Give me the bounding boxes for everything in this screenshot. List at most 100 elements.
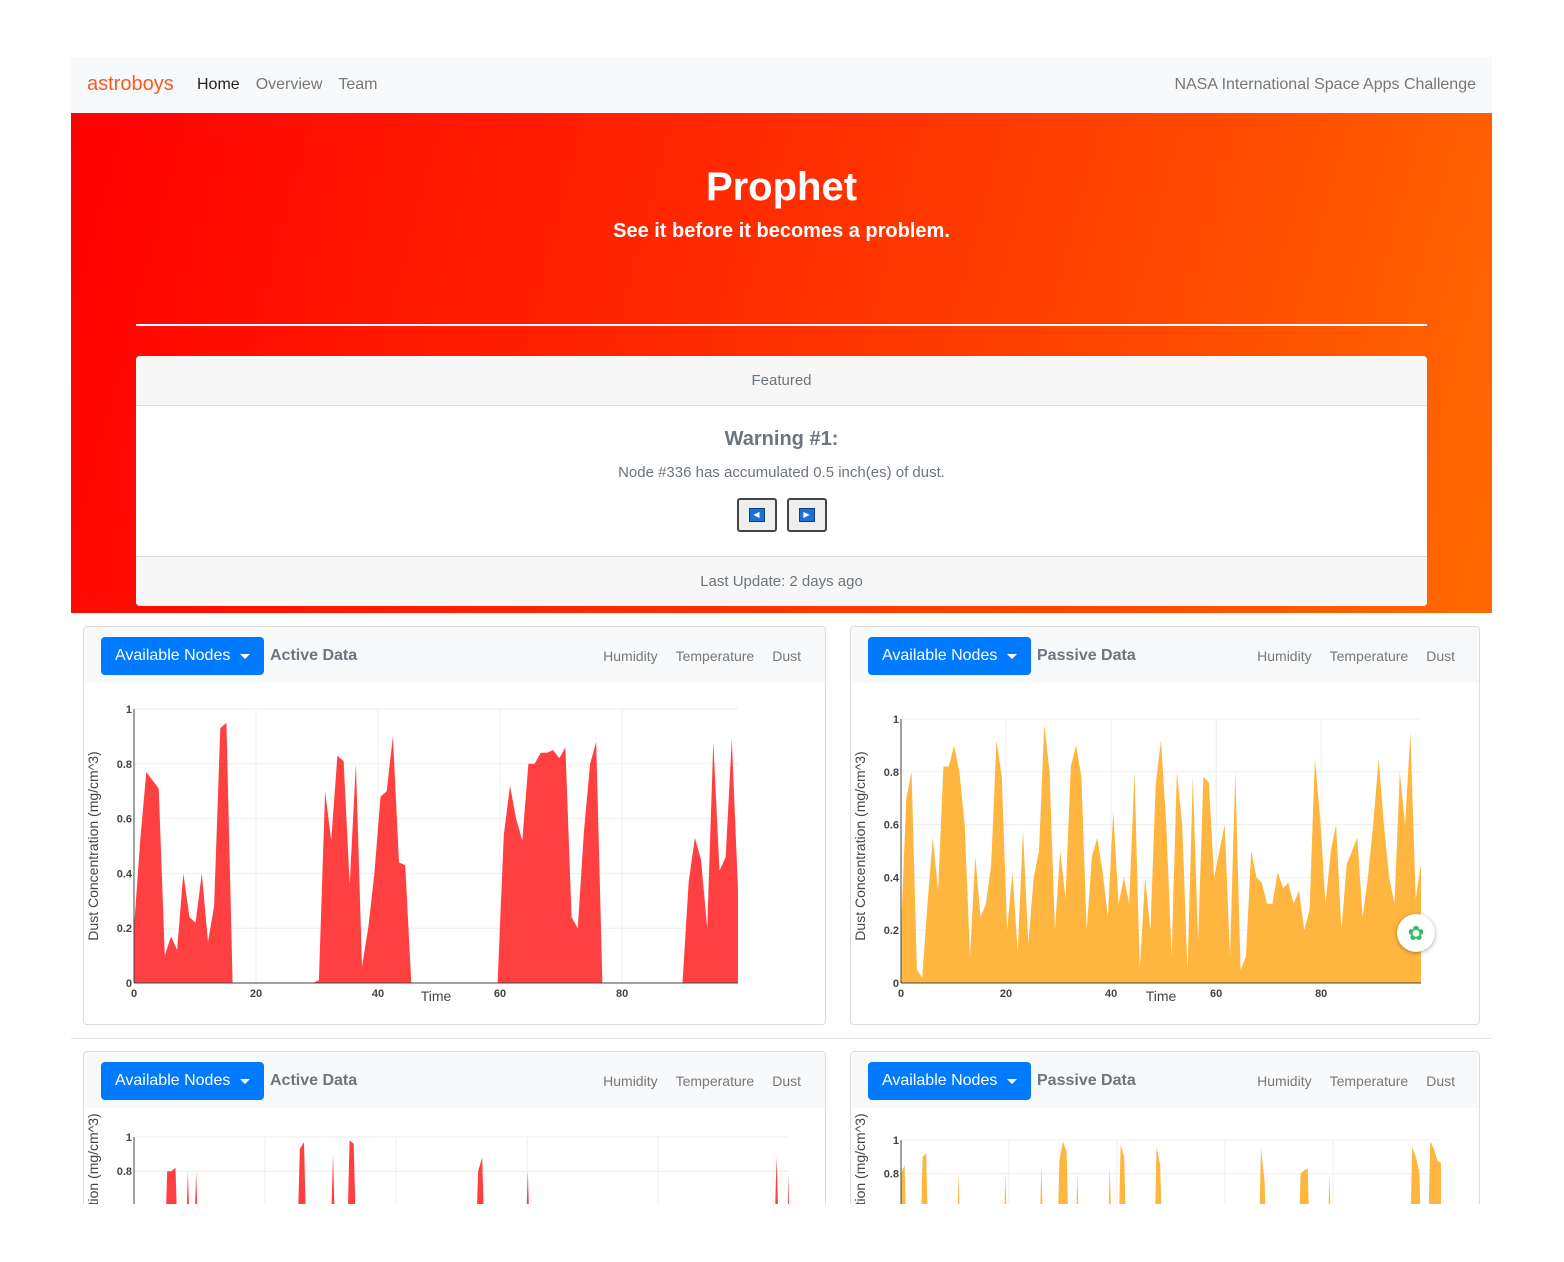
tab-humidity[interactable]: Humidity [1257, 1073, 1312, 1089]
y-axis-title: Dust Concentration (mg/cm^3) [85, 1113, 101, 1204]
x-tick-label: 20 [1000, 988, 1012, 1000]
x-tick-label: 40 [372, 988, 384, 1000]
y-tick-label: 0.2 [117, 923, 132, 935]
featured-card-body: Warning #1: Node #336 has accumulated 0.… [136, 406, 1427, 556]
y-tick-label: 0.8 [117, 1166, 132, 1178]
y-axis-title: Dust Concentration (mg/cm^3) [85, 751, 101, 940]
active-data-panel: Available Nodes Active Data Humidity Tem… [83, 1051, 826, 1204]
warning-text: Node #336 has accumulated 0.5 inch(es) o… [618, 464, 945, 481]
metric-tabs: Humidity Temperature Dust [603, 648, 801, 664]
available-nodes-dropdown[interactable]: Available Nodes [101, 1062, 265, 1100]
x-tick-label: 60 [494, 988, 506, 1000]
panel-title: Passive Data [1037, 1072, 1136, 1089]
available-nodes-label: Available Nodes [882, 1072, 998, 1089]
tab-humidity[interactable]: Humidity [603, 1073, 658, 1089]
metric-tabs: Humidity Temperature Dust [1257, 1073, 1455, 1089]
tab-temperature[interactable]: Temperature [675, 648, 755, 664]
y-tick-label: 0.6 [884, 820, 899, 832]
y-tick-label: 0.8 [117, 759, 132, 771]
tab-dust[interactable]: Dust [1426, 648, 1455, 664]
y-tick-label: 1 [126, 704, 132, 716]
caret-down-icon [240, 653, 251, 659]
featured-card-footer: Last Update: 2 days ago [136, 556, 1427, 606]
tab-humidity[interactable]: Humidity [603, 648, 658, 664]
x-tick-label: 80 [616, 988, 628, 1000]
available-nodes-label: Available Nodes [882, 647, 998, 664]
y-tick-label: 0.6 [117, 814, 132, 826]
page-title: Prophet [705, 165, 858, 209]
passive-dust-chart[interactable]: 0 0.2 0.4 0.6 0.8 1 0 20 40 60 80 Time Dust Concentr… [851, 683, 1479, 1023]
y-tick-label: 1 [126, 1132, 132, 1144]
previous-warning-button[interactable]: ◀ [736, 498, 777, 532]
tab-temperature[interactable]: Temperature [675, 1073, 755, 1089]
nav-link-overview[interactable]: Overview [255, 76, 323, 93]
nav-link-home[interactable]: Home [197, 76, 240, 93]
page-subtitle: See it before it becomes a problem. [613, 220, 950, 242]
featured-card-header: Featured [136, 356, 1427, 406]
series-area [901, 724, 1421, 983]
x-axis-title: Time [1146, 988, 1177, 1004]
caret-down-icon [240, 1078, 251, 1084]
x-tick-label: 20 [250, 988, 262, 1000]
series-area [901, 1141, 1441, 1204]
available-nodes-dropdown[interactable]: Available Nodes [868, 637, 1032, 675]
passive-dust-chart[interactable]: 0.8 1 Dust Concentration (mg/cm^3) [851, 1108, 1479, 1204]
nav-link-team[interactable]: Team [338, 76, 378, 93]
hero-banner: Prophet See it before it becomes a probl… [71, 113, 1492, 613]
nav-right-text: NASA International Space Apps Challenge [1174, 76, 1476, 93]
y-tick-label: 0.2 [884, 925, 899, 937]
y-tick-label: 0.8 [884, 1169, 899, 1181]
available-nodes-dropdown[interactable]: Available Nodes [101, 637, 265, 675]
available-nodes-label: Available Nodes [115, 647, 231, 664]
brand-logo[interactable]: astroboys [87, 73, 174, 95]
tab-temperature[interactable]: Temperature [1329, 1073, 1409, 1089]
panel-header: Available Nodes Active Data Humidity Tem… [84, 1052, 825, 1108]
featured-card: Featured Warning #1: Node #336 has accum… [136, 356, 1427, 606]
x-tick-label: 80 [1315, 988, 1327, 1000]
panel-header: Available Nodes Active Data Humidity Tem… [84, 627, 825, 683]
tab-dust[interactable]: Dust [1426, 1073, 1455, 1089]
panel-title: Active Data [270, 1072, 358, 1089]
passive-data-panel: Available Nodes Passive Data Humidity Te… [850, 626, 1480, 1025]
x-tick-label: 60 [1210, 988, 1222, 1000]
arrow-left-icon: ◀ [748, 508, 765, 522]
x-tick-label: 0 [898, 988, 904, 1000]
y-tick-label: 0 [893, 978, 899, 990]
y-tick-label: 1 [893, 714, 899, 726]
tab-temperature[interactable]: Temperature [1329, 648, 1409, 664]
y-axis-title: Dust Concentration (mg/cm^3) [852, 1113, 868, 1204]
panel-title: Passive Data [1037, 647, 1136, 664]
y-tick-label: 0.8 [884, 767, 899, 779]
hero-divider [136, 324, 1427, 326]
next-warning-button[interactable]: ▶ [786, 498, 827, 532]
passive-data-panel: Available Nodes Passive Data Humidity Te… [850, 1051, 1480, 1204]
page-frame: astroboys Home Overview Team NASA Intern… [71, 57, 1492, 1204]
warning-pager: ◀ ▶ [136, 498, 1427, 532]
section-divider [71, 1038, 1492, 1039]
series-area [134, 722, 738, 983]
tab-humidity[interactable]: Humidity [1257, 648, 1312, 664]
panel-header: Available Nodes Passive Data Humidity Te… [851, 1052, 1479, 1108]
panel-title: Active Data [270, 647, 358, 664]
caret-down-icon [1007, 1078, 1018, 1084]
x-tick-label: 40 [1105, 988, 1117, 1000]
active-data-panel: Available Nodes Active Data Humidity Tem… [83, 626, 826, 1025]
caret-down-icon [1007, 653, 1018, 659]
series-area [166, 1140, 789, 1204]
arrow-right-icon: ▶ [798, 508, 815, 522]
evernote-icon[interactable]: ✿ [1397, 914, 1435, 952]
tab-dust[interactable]: Dust [772, 648, 801, 664]
tab-dust[interactable]: Dust [772, 1073, 801, 1089]
x-tick-label: 0 [131, 988, 137, 1000]
panel-header: Available Nodes Passive Data Humidity Te… [851, 627, 1479, 683]
x-axis-title: Time [421, 988, 452, 1004]
metric-tabs: Humidity Temperature Dust [603, 1073, 801, 1089]
active-dust-chart[interactable]: 0 0.2 0.4 0.6 0.8 1 0 20 40 60 80 Time Dust Concentr… [84, 683, 825, 1023]
y-tick-label: 0.4 [117, 868, 133, 880]
available-nodes-dropdown[interactable]: Available Nodes [868, 1062, 1032, 1100]
available-nodes-label: Available Nodes [115, 1072, 231, 1089]
warning-title: Warning #1: [724, 428, 839, 450]
y-tick-label: 0 [126, 978, 132, 990]
metric-tabs: Humidity Temperature Dust [1257, 648, 1455, 664]
active-dust-chart[interactable]: 0.8 1 Dust Concentration (mg/cm^3) [84, 1108, 825, 1204]
